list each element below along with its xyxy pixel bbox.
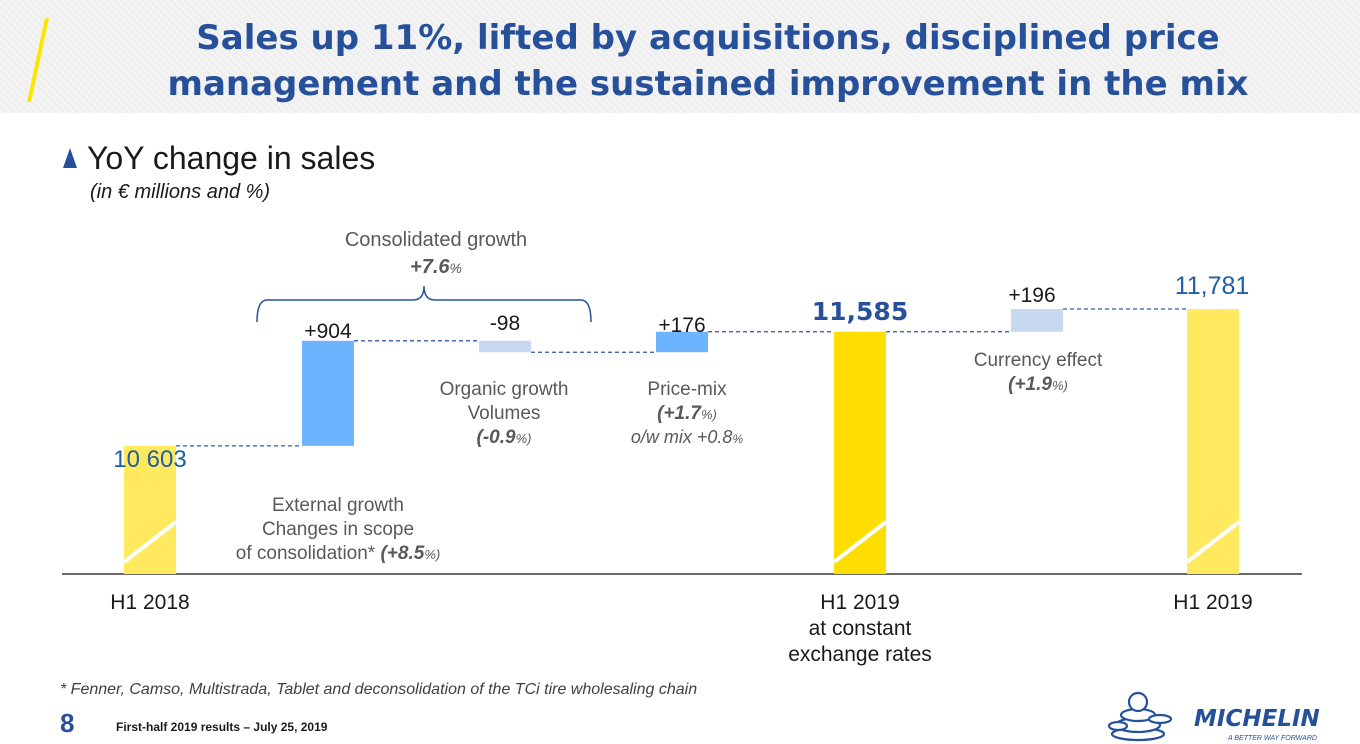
consolidated-growth-brace <box>256 285 592 323</box>
currency-effect-value: (+1.9%) <box>1008 374 1068 395</box>
slide-header: Sales up 11%, lifted by acquisitions, di… <box>0 0 1360 113</box>
page-number: 8 <box>60 708 75 738</box>
price-mix-value: (+1.7%) <box>657 403 717 424</box>
logo-tagline: A BETTER WAY FORWARD <box>1227 735 1317 742</box>
category-label-at-constant: at constant <box>809 617 912 640</box>
logo-wordmark: MICHELIN <box>1194 706 1320 732</box>
bar-h1-2019 <box>1187 309 1239 574</box>
bar-h1-2019-constant <box>834 331 886 574</box>
category-label-h1-2019: H1 2019 <box>1173 591 1252 614</box>
michelin-logo: MICHELIN A BETTER WAY FORWARD <box>1107 691 1320 742</box>
changes-in-scope-label: Changes in scope <box>262 519 414 540</box>
bar-currency-effect <box>1011 309 1063 332</box>
bar-h1-2019-accent <box>1185 520 1241 564</box>
value-label-currency: +196 <box>1008 284 1055 307</box>
bar-h1-2018 <box>124 445 176 574</box>
category-label-h1-2018: H1 2018 <box>110 591 189 614</box>
section-subtitle: (in € millions and %) <box>90 181 271 203</box>
bar-organic-volumes <box>479 340 531 353</box>
bar-h1-2018-accent <box>122 520 178 564</box>
slide-title: Sales up 11%, lifted by acquisitions, di… <box>167 18 1249 104</box>
section-title: YoY change in sales <box>87 140 376 176</box>
organic-growth-label: Organic growth <box>440 379 569 400</box>
mix-detail: o/w mix +0.8% <box>631 427 744 447</box>
organic-growth-value: (-0.9%) <box>477 427 532 448</box>
external-growth-detail: of consolidation* (+8.5%) <box>236 543 440 564</box>
consolidated-growth-label: Consolidated growth <box>345 229 527 251</box>
footer-text: First-half 2019 results – July 25, 2019 <box>116 720 328 734</box>
value-label-h1-2019-constant: 11,585 <box>812 297 908 326</box>
value-label-external: +904 <box>304 320 352 343</box>
value-label-organic: -98 <box>490 312 520 335</box>
waterfall-chart: 10 603 +904 -98 +176 11,585 +196 11,781 … <box>62 229 1302 666</box>
category-label-exchange-rates: exchange rates <box>788 643 932 666</box>
bar-external-growth <box>302 340 354 446</box>
bar-price-mix <box>656 331 708 353</box>
external-growth-label: External growth <box>272 495 404 516</box>
value-label-h1-2018: 10 603 <box>113 446 186 473</box>
value-label-price-mix: +176 <box>658 314 705 337</box>
value-label-h1-2019: 11,781 <box>1175 272 1250 300</box>
currency-effect-label: Currency effect <box>974 350 1103 371</box>
triangle-bullet-icon <box>63 148 77 168</box>
bar-h1-2019-constant-accent <box>832 520 888 564</box>
price-mix-label: Price-mix <box>647 379 727 400</box>
category-label-h1-2019-constant: H1 2019 <box>820 591 899 614</box>
consolidated-growth-value: +7.6% <box>410 256 462 278</box>
bibendum-icon <box>1107 691 1173 742</box>
footnote: * Fenner, Camso, Multistrada, Tablet and… <box>60 681 698 698</box>
volumes-label: Volumes <box>468 403 541 424</box>
